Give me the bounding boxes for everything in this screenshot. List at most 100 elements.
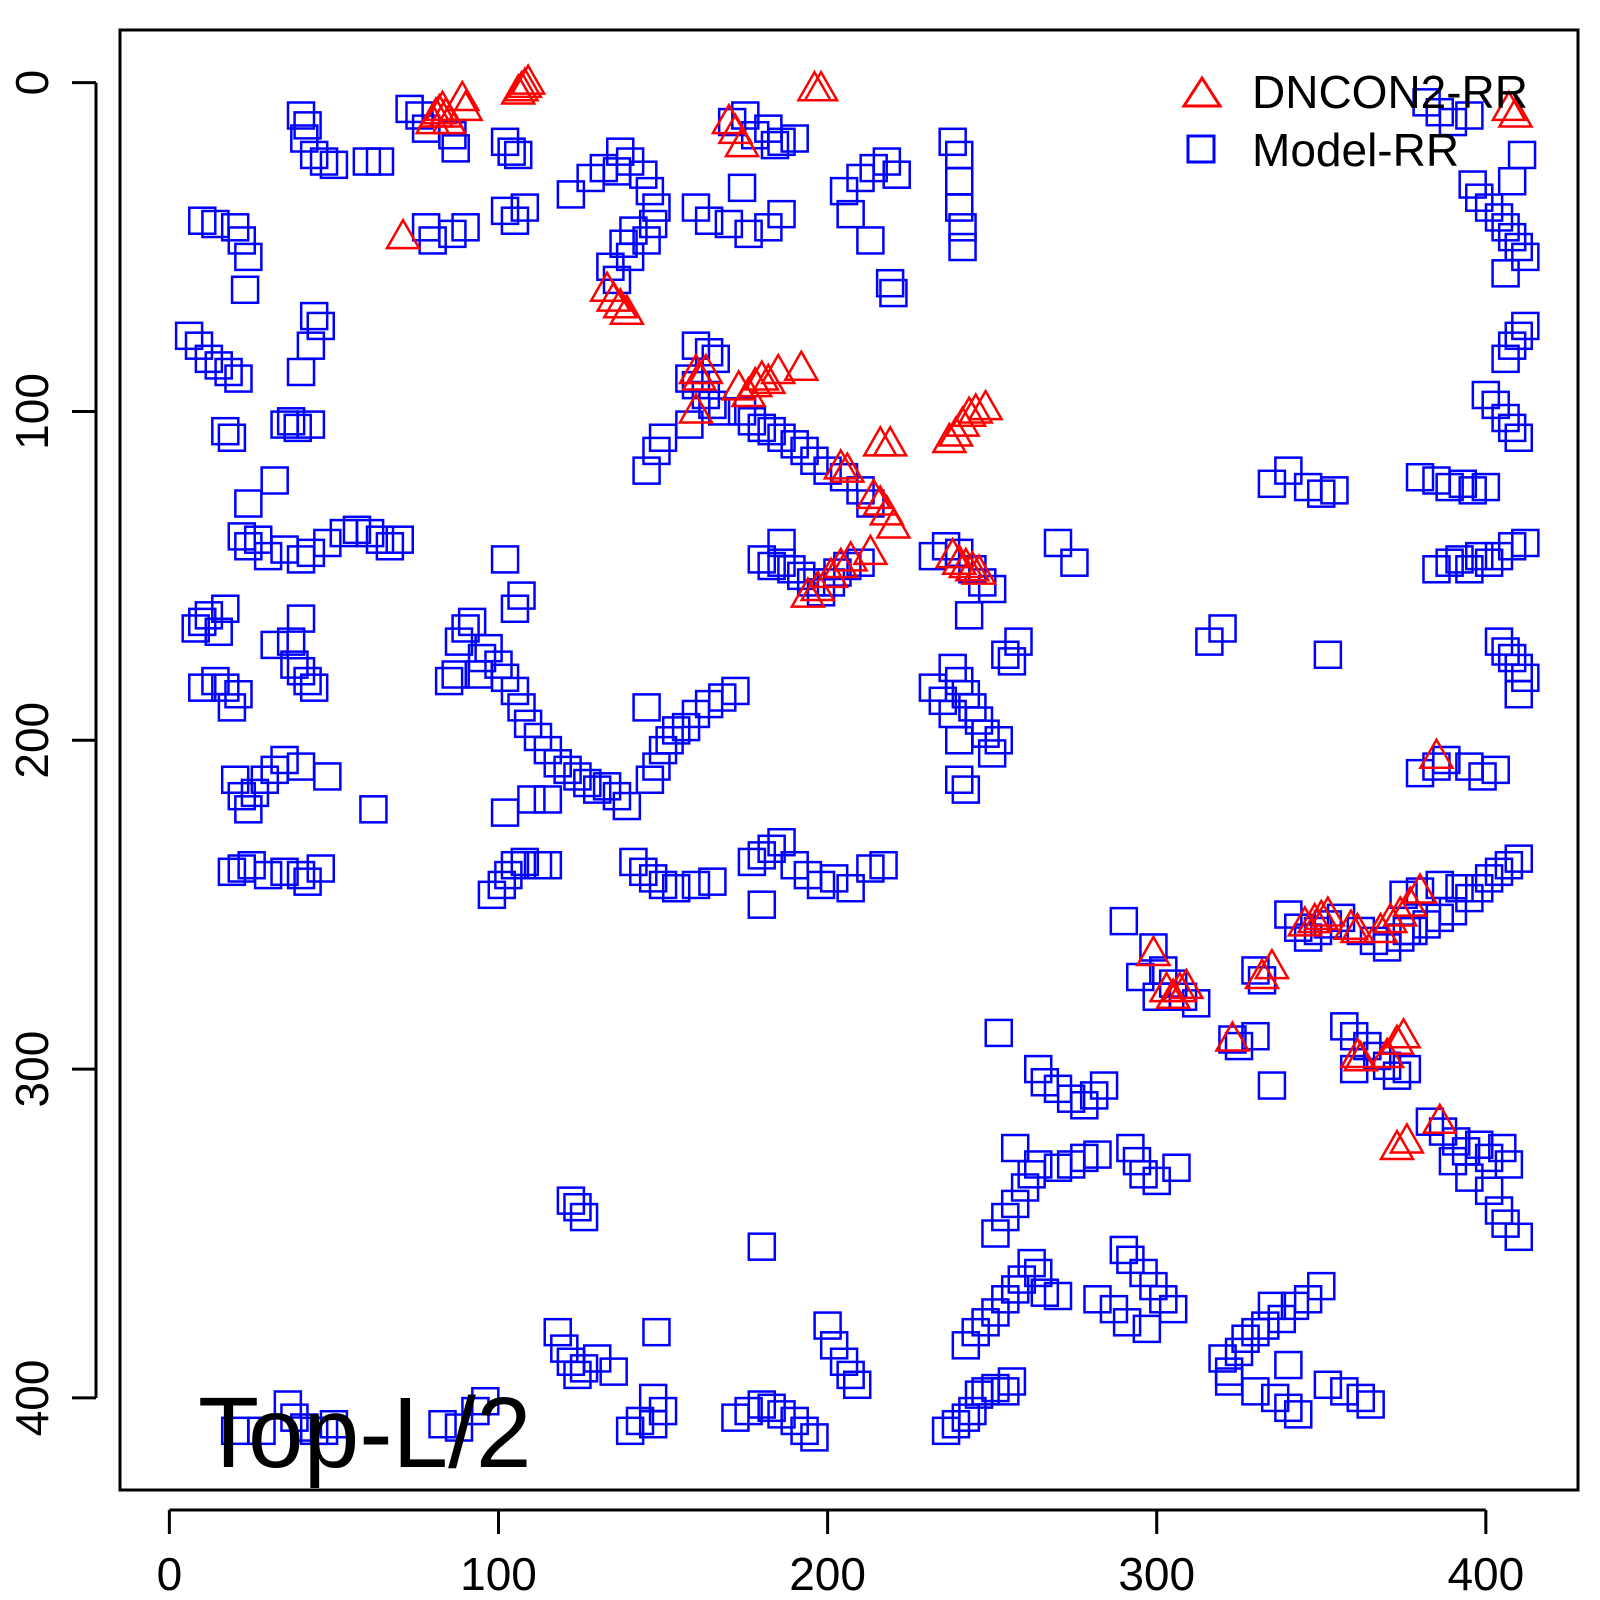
model-rr-point xyxy=(767,199,796,229)
model-rr-point xyxy=(1471,380,1501,410)
model-rr-point xyxy=(299,301,329,331)
model-rr-point xyxy=(1089,1071,1119,1100)
legend-label-dncon2: DNCON2-RR xyxy=(1252,66,1528,118)
dncon2-rr-point xyxy=(1303,898,1340,931)
model-rr-point xyxy=(214,357,243,387)
model-rr-point xyxy=(638,209,668,239)
model-rr-point xyxy=(882,160,911,189)
dncon2-rr-point xyxy=(871,424,909,457)
model-rr-point xyxy=(780,430,809,459)
model-rr-point xyxy=(1455,101,1484,130)
model-rr-point xyxy=(444,1413,474,1442)
model-rr-point xyxy=(1079,1081,1109,1110)
model-rr-point xyxy=(1481,755,1510,785)
model-rr-point xyxy=(296,410,326,439)
model-rr-point xyxy=(1504,679,1534,709)
model-rr-point xyxy=(734,219,763,249)
model-rr-point xyxy=(319,150,349,180)
model-rr-point xyxy=(204,617,233,647)
model-rr-point xyxy=(1435,548,1464,577)
dncon2-rr-point xyxy=(950,395,988,427)
dncon2-rr-point xyxy=(1418,737,1455,769)
model-rr-point xyxy=(375,532,405,561)
model-rr-point xyxy=(296,331,326,360)
dncon2-rr-point xyxy=(783,349,820,381)
model-rr-point xyxy=(1313,640,1343,670)
model-rr-point xyxy=(737,407,767,436)
model-rr-point xyxy=(224,364,253,393)
model-rr-point xyxy=(602,157,632,186)
model-rr-point xyxy=(270,857,299,887)
model-rr-point xyxy=(1043,528,1073,558)
model-rr-point xyxy=(1465,873,1494,903)
model-rr-point xyxy=(500,676,530,706)
model-rr-point xyxy=(945,765,974,794)
model-rr-point xyxy=(842,1370,872,1400)
model-rr-point xyxy=(635,176,665,206)
model-rr-point xyxy=(997,1367,1027,1396)
model-rr-point xyxy=(500,850,530,880)
model-rr-point xyxy=(1023,1258,1053,1288)
model-rr-point xyxy=(234,532,263,561)
model-rr-point xyxy=(747,413,777,443)
points-layer xyxy=(174,63,1540,1452)
model-rr-point xyxy=(1511,242,1540,272)
model-rr-point xyxy=(681,870,711,900)
model-rr-point xyxy=(981,1373,1010,1403)
model-rr-point xyxy=(714,209,744,239)
dncon2-rr-point xyxy=(1135,934,1172,967)
model-rr-point xyxy=(296,538,326,568)
model-rr-point xyxy=(556,180,586,209)
model-rr-point xyxy=(619,847,648,877)
model-rr-point xyxy=(1257,1291,1287,1321)
model-rr-point xyxy=(694,206,724,235)
model-rr-point xyxy=(984,1018,1013,1048)
model-rr-point xyxy=(194,601,224,630)
model-rr-point xyxy=(1504,1222,1534,1252)
model-rr-point xyxy=(1474,193,1504,222)
model-rr-point xyxy=(694,338,724,367)
model-rr-point xyxy=(1023,1150,1053,1179)
model-rr-point xyxy=(1083,1140,1112,1169)
model-rr-point xyxy=(747,545,777,574)
model-rr-point xyxy=(457,607,487,637)
model-rr-point xyxy=(813,456,842,485)
model-rr-point xyxy=(385,525,415,554)
model-rr-point xyxy=(977,574,1007,604)
model-rr-point xyxy=(1445,873,1474,903)
model-rr-point xyxy=(836,199,865,229)
model-rr-point xyxy=(563,1192,592,1222)
legend-triangle-marker xyxy=(1181,75,1223,108)
model-rr-point xyxy=(1251,1311,1280,1340)
dncon2-rr-point xyxy=(723,125,761,158)
model-rr-point xyxy=(1109,1235,1139,1265)
model-rr-point xyxy=(1511,528,1540,558)
model-rr-point xyxy=(1465,183,1494,212)
model-rr-point xyxy=(1392,1054,1422,1084)
dncon2-rr-point xyxy=(855,477,892,510)
x-tick-label: 300 xyxy=(1118,1548,1195,1600)
model-rr-point xyxy=(1149,1285,1178,1314)
dncon2-rr-point xyxy=(1382,895,1419,927)
model-rr-point xyxy=(747,1390,777,1419)
model-rr-point xyxy=(1504,423,1534,452)
model-rr-point xyxy=(727,173,757,203)
legend-square-marker xyxy=(1186,134,1216,164)
model-rr-point xyxy=(1491,259,1520,288)
model-rr-point xyxy=(1405,462,1435,492)
model-rr-point xyxy=(1083,1285,1112,1314)
model-rr-point xyxy=(217,857,247,887)
model-rr-point xyxy=(497,137,526,166)
model-rr-point xyxy=(1438,107,1468,137)
model-rr-point xyxy=(224,679,253,709)
dncon2-rr-point xyxy=(384,217,422,250)
model-rr-point xyxy=(299,673,329,702)
model-rr-point xyxy=(286,604,316,633)
model-rr-point xyxy=(1195,627,1224,656)
dncon2-rr-point xyxy=(1309,895,1347,927)
model-rr-point xyxy=(359,795,388,824)
model-rr-point xyxy=(948,213,977,242)
model-rr-point xyxy=(451,614,480,643)
model-rr-point xyxy=(599,1357,628,1386)
dncon2-rr-point xyxy=(444,79,481,112)
